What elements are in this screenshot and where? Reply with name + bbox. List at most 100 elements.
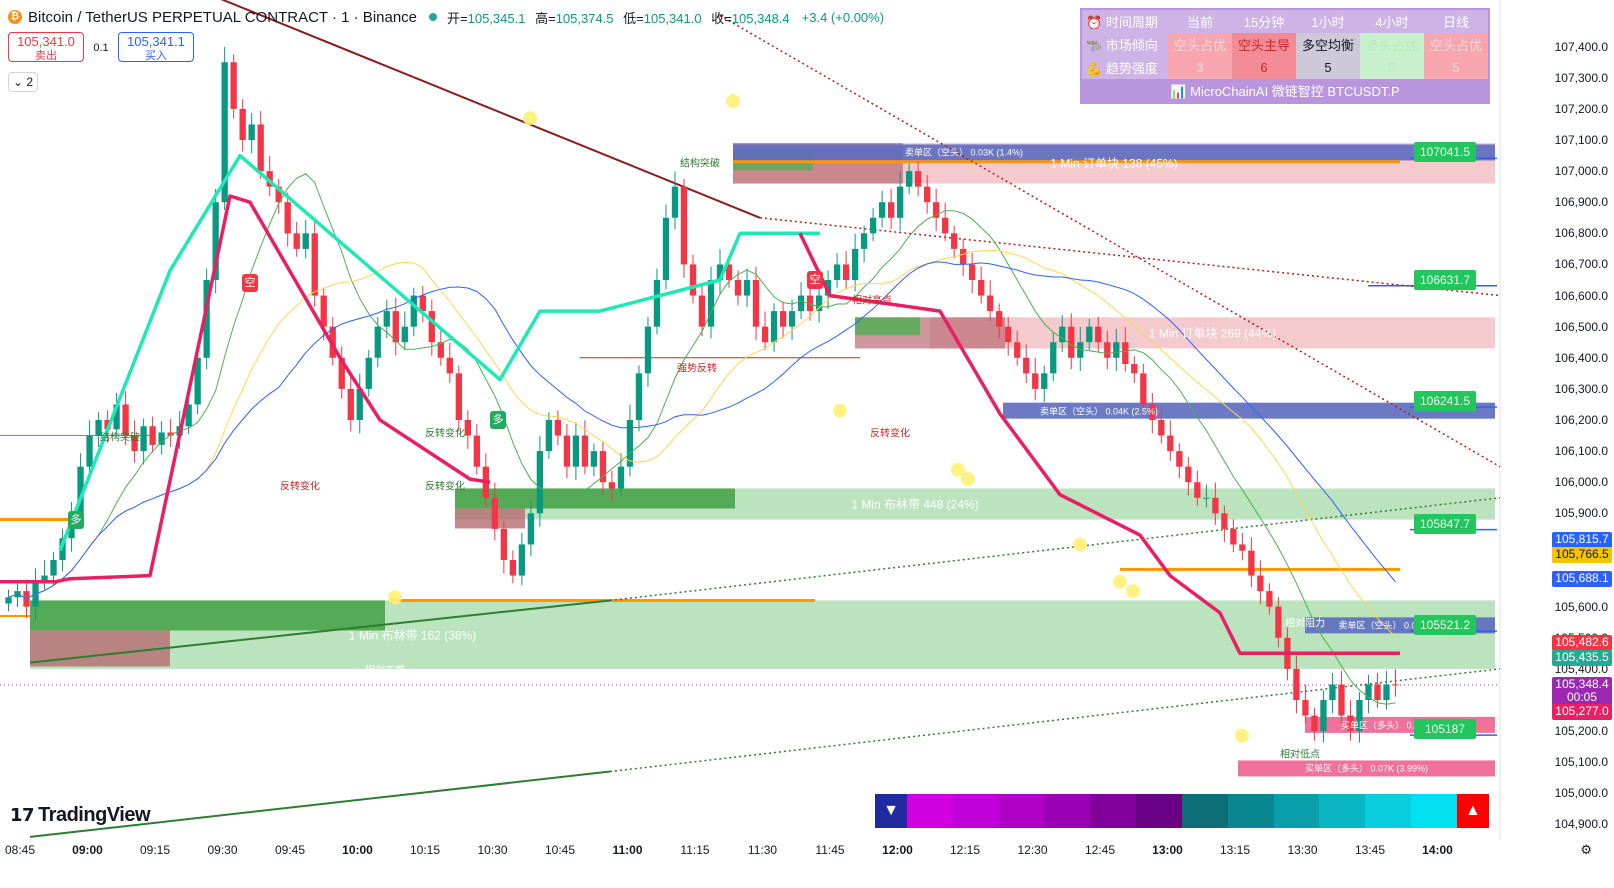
candle-body (987, 295, 994, 312)
price-tick-label: 106,300.0 (1554, 381, 1608, 396)
candle-body (842, 264, 850, 280)
sell-button[interactable]: 105,341.0 卖出 (8, 32, 84, 62)
candle-body (1338, 684, 1345, 716)
table-cell: 5 (1424, 56, 1488, 79)
indicator-collapse-button[interactable]: ⌄ 2 (8, 72, 38, 92)
time-axis[interactable]: 08:45 09:00 09:15 09:30 09:45 10:00 10:15 10:30… (0, 840, 1560, 860)
candle-body (951, 233, 958, 249)
candle-body (996, 311, 1003, 327)
buy-button[interactable]: 105,341.1 买入 (118, 32, 194, 62)
candle-body (212, 202, 219, 280)
candle-body (374, 326, 381, 358)
supertrend-bullish-line (58, 153, 820, 552)
price-axis[interactable]: 107,400.0 107,300.0 107,200.0 107,100.0 107,… (1550, 0, 1614, 840)
candle-body (545, 420, 553, 452)
candle-body (527, 513, 535, 545)
time-tick-label: 13:45 (1354, 843, 1386, 857)
annotation-label: 反转变化 (280, 481, 320, 493)
candle-body (1185, 466, 1192, 483)
candle-body (158, 432, 165, 445)
candle-body (383, 311, 390, 327)
open-value: 105,345.1 (467, 10, 526, 26)
price-tick-label: 104,900.0 (1554, 817, 1608, 832)
price-tick-label: 106,800.0 (1554, 226, 1608, 241)
buy-price: 105,341.1 (127, 34, 185, 49)
swing-point-marker (961, 472, 975, 487)
price-tick-label: 106,100.0 (1554, 444, 1608, 459)
level-price-tag: 106241.5 (1414, 391, 1476, 412)
candle-body (473, 435, 480, 467)
supertrend-bearish-line (0, 194, 491, 584)
momentum-gradient-bar: ▼ ▲ (875, 794, 1489, 828)
chevron-down-icon: ⌄ (12, 75, 24, 89)
annotation-label: 反转变化 (870, 428, 910, 440)
candle-body (933, 202, 940, 218)
price-tick-label: 106,000.0 (1554, 475, 1608, 490)
candle-body (887, 202, 895, 218)
annotation-label: 结构突破 (100, 432, 140, 444)
candle-body (851, 248, 859, 280)
price-tag: 105,766.5 (1552, 546, 1612, 563)
order-block-label: 1 Min 订单块 138 (45%) (1050, 156, 1178, 171)
candle-body (905, 171, 913, 187)
candle-body (617, 466, 625, 489)
swing-point-marker (1113, 574, 1127, 589)
candle-body (1113, 342, 1120, 358)
price-tick-label: 105,600.0 (1554, 599, 1608, 614)
candle-body (896, 186, 904, 218)
price-tag: 105,688.1 (1552, 571, 1612, 588)
price-tag: 105,482.6 (1552, 635, 1612, 652)
annotation-label: 相对高点 (852, 295, 892, 307)
level-price-tag: 105521.2 (1414, 615, 1476, 636)
candle-body (1158, 420, 1165, 436)
candle-body (1122, 342, 1129, 364)
candle-body (428, 311, 435, 343)
order-block-label: 1 Min 布林带 162 (38%) (348, 628, 477, 643)
settings-gear-icon[interactable]: ⚙ (1580, 842, 1592, 857)
candle-body (626, 420, 634, 467)
candle-body (284, 202, 291, 234)
row-label: 趋势强度 (1105, 61, 1158, 76)
candle-body (104, 420, 111, 430)
candle-body (275, 186, 282, 203)
zone-label: 卖单区（空头） 0.04K (2.5%) (1039, 406, 1159, 417)
candle-body (1059, 326, 1066, 343)
candle-body (572, 435, 580, 467)
order-block-core (455, 488, 735, 509)
candle-body (770, 311, 778, 343)
trade-panel: 105,341.0 卖出 0.1 105,341.1 买入 (8, 32, 194, 62)
annotation-label: 强势反转 (677, 363, 717, 375)
sell-price: 105,341.0 (17, 34, 75, 49)
low-value: 105,341.0 (643, 10, 702, 26)
candle-body (320, 295, 327, 327)
price-tick-label: 107,400.0 (1554, 39, 1608, 54)
annotation-label: 反转变化 (425, 481, 465, 493)
gradient-cell (1044, 794, 1091, 828)
chart-header: ₿ Bitcoin / TetherUS PERPETUAL CONTRACT … (8, 6, 884, 28)
annotation-label: 相对低点 (1280, 749, 1320, 761)
clock-icon: ⏰ (1086, 15, 1103, 30)
table-footer: 📊 MicroChainAI 微链智控 BTCUSDT.P (1082, 79, 1488, 102)
price-tick-label: 106,500.0 (1554, 319, 1608, 334)
table-header: 日线 (1442, 15, 1469, 30)
time-tick-label: 13:15 (1219, 843, 1251, 857)
candle-body (1275, 606, 1282, 638)
table-header: 4小时 (1375, 15, 1409, 30)
candle-body (599, 451, 607, 483)
table-cell: 3 (1168, 56, 1232, 79)
zone-bar (1238, 760, 1495, 777)
symbol-title[interactable]: Bitcoin / TetherUS PERPETUAL CONTRACT · … (28, 8, 418, 26)
sell-label: 卖出 (35, 50, 57, 62)
gradient-cell (1273, 794, 1320, 828)
candle-body (1383, 684, 1390, 700)
time-tick-label: 10:00 (342, 843, 373, 857)
gradient-cell (952, 794, 999, 828)
candle-body (1068, 326, 1075, 358)
candle-body (635, 373, 643, 420)
price-tick-label: 105,000.0 (1554, 786, 1608, 801)
gradient-cell (1136, 794, 1182, 828)
support-trendline (29, 770, 611, 838)
price-tick-label: 106,600.0 (1554, 288, 1608, 303)
gradient-cell (907, 794, 953, 828)
